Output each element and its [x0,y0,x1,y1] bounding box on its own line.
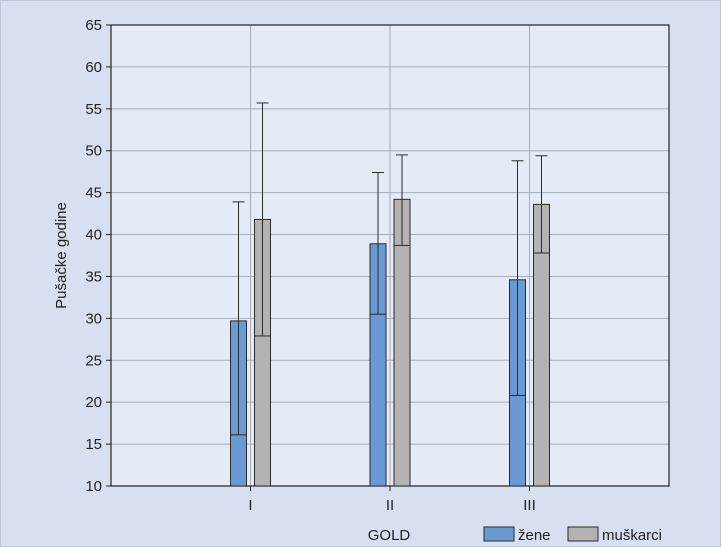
y-tick-label: 25 [85,352,102,369]
y-tick-label: 20 [85,394,102,411]
legend-swatch-zene [483,526,515,542]
legend-label-zene: žene [518,527,551,544]
x-tick-label: I [248,497,252,514]
legend-swatch-muskarci [567,526,599,542]
x-axis-title: GOLD [368,527,411,544]
plot-border [110,24,670,487]
y-tick-label: 60 [85,59,102,76]
y-tick-label: 30 [85,310,102,327]
y-tick-label: 40 [85,227,102,244]
y-tick-label: 65 [85,17,102,34]
x-tick-label: III [523,497,536,514]
legend-label-muskarci: muškarci [602,527,662,544]
y-tick-label: 10 [85,478,102,495]
y-tick-label: 45 [85,185,102,202]
y-tick-label: 35 [85,268,102,285]
y-tick-label: 55 [85,101,102,118]
y-tick-label: 15 [85,436,102,453]
y-tick-label: 50 [85,143,102,160]
x-tick-label: II [386,497,394,514]
y-axis-title: Pušačke godine [53,202,70,309]
